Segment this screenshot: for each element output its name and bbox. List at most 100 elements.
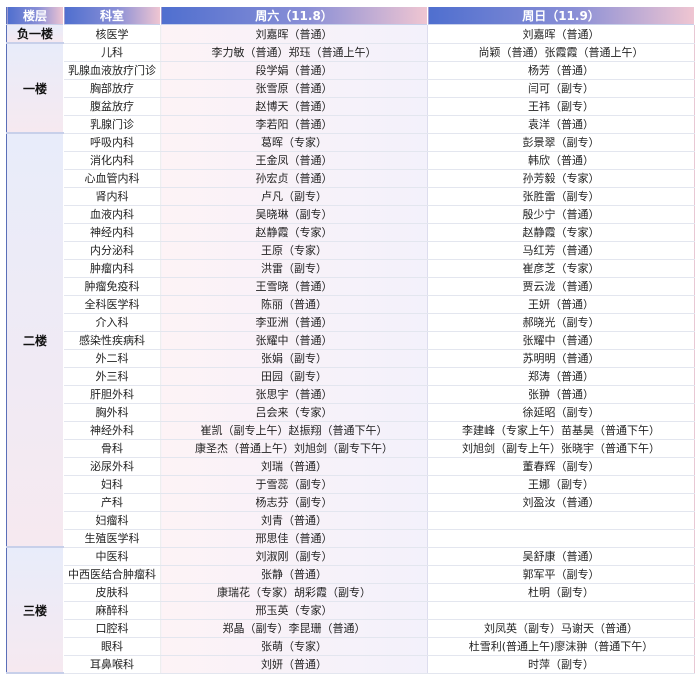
table-row: 二楼 呼吸内科 葛晖（专家） 彭景翠（副专）: [6, 132, 695, 548]
sunday-cell: 杨芳（普通）: [427, 61, 695, 80]
header-row: 楼层 科室 周六（11.8） 周日（11.9）: [6, 7, 695, 25]
table-row: 内分泌科 王原（专家） 马红芳（普通）: [7, 241, 695, 260]
table-row: 介入科 李亚洲（普通） 郝晓光（副专）: [7, 313, 695, 332]
table-row: 骨科 康圣杰（普通上午）刘旭剑（副专下午） 刘旭剑（副专上午）张晓宇（普通下午）: [7, 439, 695, 458]
sunday-cell: 孙芳毅（专家）: [427, 169, 695, 188]
sunday-cell: 杜雪利(普通上午)廖沫翀（普通下午）: [427, 637, 695, 656]
saturday-cell: 刘淑刚（副专）: [160, 546, 428, 566]
sunday-cell: 王妍（普通）: [427, 295, 695, 314]
sunday-cell: 张胜雷（副专）: [427, 187, 695, 206]
saturday-cell: 田园（副专）: [160, 367, 428, 386]
saturday-cell: 吴晓琳（副专）: [160, 205, 428, 224]
table-row: 胸外科 吕会来（专家） 徐延昭（副专）: [7, 403, 695, 422]
table-row: 妇科 于雪蕊（副专） 王娜（副专）: [7, 475, 695, 494]
saturday-cell: 卢凡（副专）: [160, 187, 428, 206]
table-row: 感染性疾病科 张耀中（普通） 张耀中（普通）: [7, 331, 695, 350]
table-row: 生殖医学科 邢思佳（普通）: [7, 529, 695, 548]
saturday-cell: 段学娟（普通）: [160, 61, 428, 80]
table-row: 麻醉科 邢玉英（专家）: [7, 601, 695, 620]
department-cell: 中医科: [63, 546, 161, 566]
sunday-cell: 闫可（副专）: [427, 79, 695, 98]
header-floor: 楼层: [6, 7, 64, 25]
saturday-cell: 张静（普通）: [160, 565, 428, 584]
sunday-cell: 李建峰（专家上午）苗基昊（普通下午）: [427, 421, 695, 440]
table-row: 泌尿外科 刘瑞（普通） 董春辉（副专）: [7, 457, 695, 476]
sunday-cell: 崔彦芝（专家）: [427, 259, 695, 278]
department-cell: 外三科: [63, 367, 161, 386]
saturday-cell: 张思宇（普通）: [160, 385, 428, 404]
department-cell: 乳腺血液放疗门诊: [63, 61, 161, 80]
department-cell: 神经外科: [63, 421, 161, 440]
saturday-cell: 王金凤（普通）: [160, 151, 428, 170]
table-row: 外三科 田园（副专） 郑涛（普通）: [7, 367, 695, 386]
table-row: 乳腺血液放疗门诊 段学娟（普通） 杨芳（普通）: [7, 61, 695, 80]
saturday-cell: 刘青（普通）: [160, 511, 428, 530]
saturday-cell: 郑晶（副专）李昆珊（普通）: [160, 619, 428, 638]
saturday-cell: 李若阳（普通）: [160, 115, 428, 134]
department-cell: 腹盆放疗: [63, 97, 161, 116]
table-row: 口腔科 郑晶（副专）李昆珊（普通） 刘凤英（副专）马谢天（普通）: [7, 619, 695, 638]
floor-label: 一楼: [6, 42, 64, 134]
sunday-cell: 郑涛（普通）: [427, 367, 695, 386]
sunday-cell: 郝晓光（副专）: [427, 313, 695, 332]
table-row: 神经外科 崔凯（副专上午）赵振翔（普通下午） 李建峰（专家上午）苗基昊（普通下午）: [7, 421, 695, 440]
table-row: 胸部放疗 张雪原（普通） 闫可（副专）: [7, 79, 695, 98]
sunday-cell: 刘盈汝（普通）: [427, 493, 695, 512]
saturday-cell: 张耀中（普通）: [160, 331, 428, 350]
sunday-cell: 郭军平（副专）: [427, 565, 695, 584]
saturday-cell: 王雪晓（普通）: [160, 277, 428, 296]
department-cell: 中西医结合肿瘤科: [63, 565, 161, 584]
table-row: 一楼 儿科 李力敏（普通）郑珏（普通上午） 尚颖（普通）张霞霞（普通上午）: [6, 42, 695, 134]
saturday-cell: 王原（专家）: [160, 241, 428, 260]
sunday-cell: 吴舒康（普通）: [427, 546, 695, 566]
department-cell: 胸外科: [63, 403, 161, 422]
department-cell: 眼科: [63, 637, 161, 656]
department-cell: 血液内科: [63, 205, 161, 224]
header-department: 科室: [63, 7, 161, 25]
table-row: 血液内科 吴晓琳（副专） 殷少宁（普通）: [7, 205, 695, 224]
sunday-cell: 苏明明（普通）: [427, 349, 695, 368]
saturday-cell: 赵博天（普通）: [160, 97, 428, 116]
department-cell: 骨科: [63, 439, 161, 458]
saturday-cell: 于雪蕊（副专）: [160, 475, 428, 494]
department-cell: 胸部放疗: [63, 79, 161, 98]
department-cell: 口腔科: [63, 619, 161, 638]
saturday-cell: 陈丽（普通）: [160, 295, 428, 314]
saturday-cell: 康瑞花（专家）胡彩霞（副专）: [160, 583, 428, 602]
saturday-cell: 杨志芬（副专）: [160, 493, 428, 512]
sunday-cell: 刘嘉晖（普通）: [427, 24, 695, 44]
department-cell: 呼吸内科: [63, 132, 161, 152]
sunday-cell: 张翀（普通）: [427, 385, 695, 404]
floor-label: 二楼: [6, 132, 64, 548]
sunday-cell: 张耀中（普通）: [427, 331, 695, 350]
sunday-cell: 王娜（副专）: [427, 475, 695, 494]
saturday-cell: 刘瑞（普通）: [160, 457, 428, 476]
table-row: 神经内科 赵静霞（专家） 赵静霞（专家）: [7, 223, 695, 242]
header-sunday: 周日（11.9）: [427, 7, 695, 25]
table-row: 腹盆放疗 赵博天（普通） 王祎（副专）: [7, 97, 695, 116]
saturday-cell: 刘妍（普通）: [160, 655, 428, 674]
sunday-cell: 尚颖（普通）张霞霞（普通上午）: [427, 42, 695, 62]
saturday-cell: 洪雷（副专）: [160, 259, 428, 278]
saturday-cell: 李力敏（普通）郑珏（普通上午）: [160, 42, 428, 62]
table-row: 眼科 张萌（专家） 杜雪利(普通上午)廖沫翀（普通下午）: [7, 637, 695, 656]
department-cell: 妇瘤科: [63, 511, 161, 530]
sunday-cell: 马红芳（普通）: [427, 241, 695, 260]
sunday-cell: 王祎（副专）: [427, 97, 695, 116]
saturday-cell: 吕会来（专家）: [160, 403, 428, 422]
department-cell: 肿瘤免疫科: [63, 277, 161, 296]
table-row: 全科医学科 陈丽（普通） 王妍（普通）: [7, 295, 695, 314]
department-cell: 介入科: [63, 313, 161, 332]
sunday-cell: 袁洋（普通）: [427, 115, 695, 134]
floor-label: 三楼: [6, 546, 64, 674]
sunday-cell: [427, 529, 695, 548]
saturday-cell: 张雪原（普通）: [160, 79, 428, 98]
saturday-cell: 张萌（专家）: [160, 637, 428, 656]
sunday-cell: 刘旭剑（副专上午）张晓宇（普通下午）: [427, 439, 695, 458]
saturday-cell: 赵静霞（专家）: [160, 223, 428, 242]
schedule-body: 负一楼 核医学 刘嘉晖（普通） 刘嘉晖（普通） 一楼 儿科 李力敏（普通）郑珏（普通上午）尚…: [6, 24, 695, 674]
table-row: 负一楼 核医学 刘嘉晖（普通） 刘嘉晖（普通）: [6, 24, 695, 44]
saturday-cell: 张娟（副专）: [160, 349, 428, 368]
floor-label: 负一楼: [6, 24, 64, 44]
sunday-cell: [427, 511, 695, 530]
